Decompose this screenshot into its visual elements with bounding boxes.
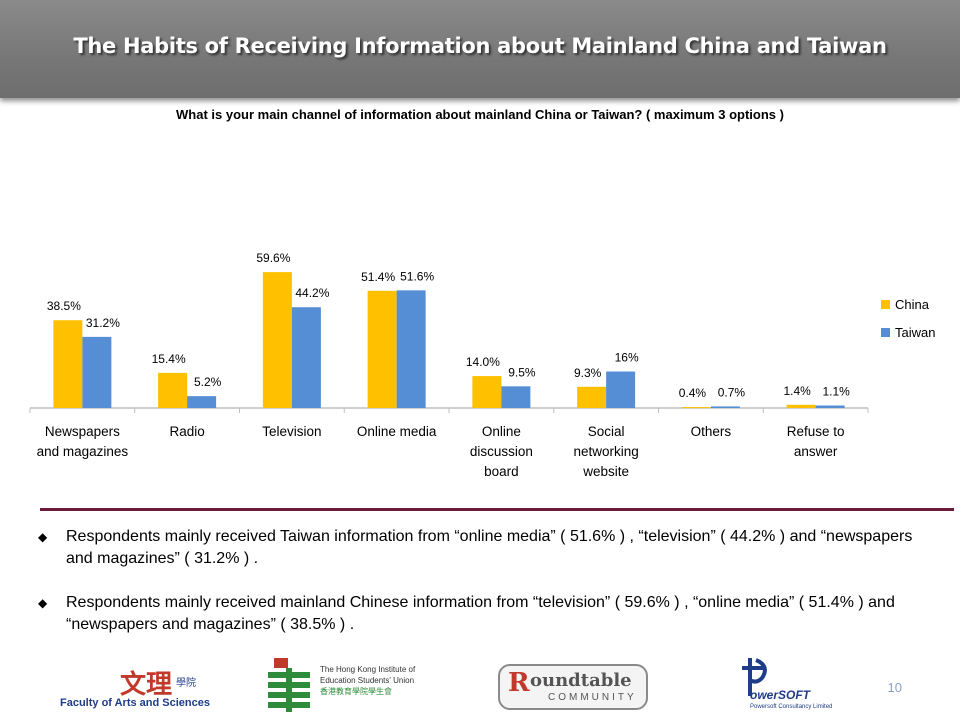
faculty-logo-chinese-small: 學院 [176,678,196,689]
bar-china-7 [786,404,816,408]
category-label: discussion [470,444,533,459]
title-banner: The Habits of Receiving Information abou… [0,0,960,98]
roundtable-sub: COMMUNITY [548,692,637,703]
union-name-en-2: Education Students' Union [320,676,415,685]
roundtable-logo: R oundtable COMMUNITY [498,664,648,710]
footer-logos: 文理 學院 Faculty of Arts and Sciences The H… [0,650,960,720]
bar-taiwan-4 [501,386,531,408]
data-label: 16% [615,351,639,365]
page-number: 10 [887,680,902,695]
legend-swatch-taiwan [881,328,890,337]
bar-china-5 [577,386,607,408]
faculty-label: Faculty of Arts and Sciences [60,697,210,709]
bar-china-0 [53,320,83,408]
category-label: Online [482,424,521,439]
bar-china-2 [262,272,292,408]
category-label: and magazines [37,444,129,459]
bullet-text: Respondents mainly received Taiwan infor… [66,528,913,567]
category-label: Online media [357,424,437,439]
data-label: 5.2% [194,375,222,389]
legend-swatch-china [881,300,890,309]
bar-taiwan-2 [291,307,321,408]
category-label: website [582,464,629,479]
survey-question: What is your main channel of information… [176,107,784,122]
diamond-bullet-icon: ◆ [38,530,48,544]
bar-taiwan-5 [606,371,636,408]
data-label: 9.3% [574,366,602,380]
data-label: 14.0% [466,355,500,369]
bullet-china: ◆ Respondents mainly received mainland C… [38,592,938,636]
page-title: The Habits of Receiving Information abou… [73,34,887,58]
data-label: 15.4% [152,352,186,366]
bar-chart: 38.5% 31.2% Newspapers and magazines 15.4% 5.… [29,251,935,479]
data-label: 44.2% [295,286,329,300]
data-label: 59.6% [256,251,290,265]
category-label: Refuse to [787,424,845,439]
powersoft-emblem-icon [742,658,767,696]
data-label: 38.5% [47,299,81,313]
category-label: board [484,464,519,479]
bar-taiwan-1 [187,396,217,408]
student-union-logo: The Hong Kong Institute of Education Stu… [268,658,433,714]
category-label: Others [691,424,732,439]
data-label: 31.2% [86,316,120,330]
data-label: 1.1% [822,384,850,398]
faculty-logo-chinese: 文理 [120,670,173,700]
data-label: 0.4% [679,386,707,400]
category-label: Television [262,424,321,439]
faculty-logo: 文理 學院 Faculty of Arts and Sciences [58,664,210,714]
category-label: Newspapers [45,424,120,439]
data-label: 51.6% [400,269,434,283]
powersoft-name: owerSOFT [750,688,811,702]
powersoft-sub: Powersoft Consultancy Limited [750,704,833,710]
bullet-text: Respondents mainly received mainland Chi… [66,594,895,633]
union-name-en-1: The Hong Kong Institute of [320,665,416,674]
category-label: Social [588,424,625,439]
diamond-bullet-icon: ◆ [38,596,48,610]
bar-taiwan-0 [82,336,112,408]
section-divider [40,508,954,511]
bar-china-4 [472,376,502,408]
bar-china-1 [158,372,188,408]
bar-taiwan-3 [396,290,426,408]
data-label: 1.4% [783,384,811,398]
data-label: 0.7% [718,385,746,399]
category-label: networking [573,444,638,459]
bar-china-3 [367,290,397,408]
powersoft-logo: owerSOFT Powersoft Consultancy Limited [736,656,836,716]
bullet-taiwan: ◆ Respondents mainly received Taiwan inf… [38,526,938,570]
data-label: 9.5% [508,365,536,379]
summary-bullets: ◆ Respondents mainly received Taiwan inf… [38,526,938,658]
roundtable-name: oundtable [530,670,632,691]
bar-taiwan-6 [710,406,740,408]
category-label: Radio [169,424,204,439]
category-label: answer [794,444,838,459]
bar-taiwan-7 [815,405,845,408]
legend-label: China [895,297,930,312]
roundtable-r-icon: R [508,668,530,698]
data-label: 51.4% [361,270,395,284]
bar-china-6 [681,407,711,409]
legend-label: Taiwan [895,325,935,340]
union-name-zh: 香港教育學院學生會 [320,687,392,696]
union-emblem-icon [268,658,310,712]
